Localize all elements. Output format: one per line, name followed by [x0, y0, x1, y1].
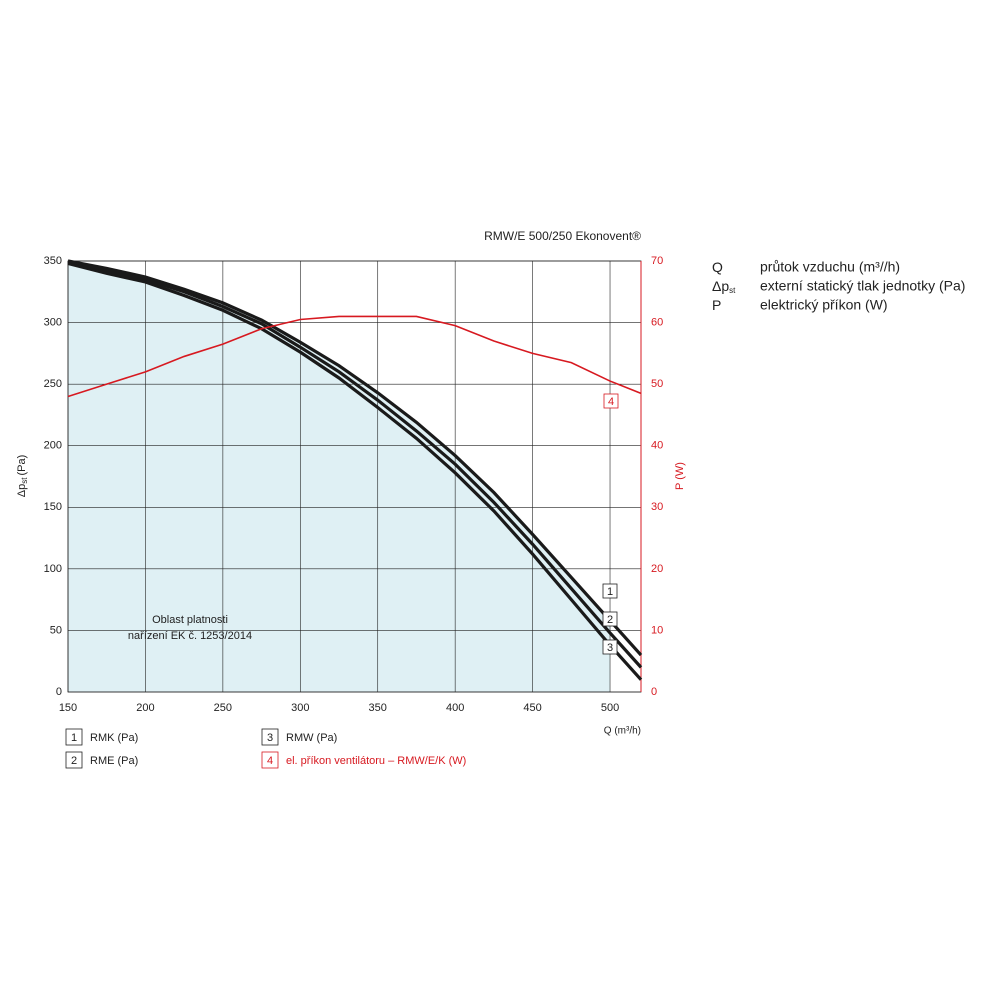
curve-label: 1 — [607, 586, 613, 598]
definition-text: průtok vzduchu (m³//h) — [760, 259, 900, 275]
curve-label-box — [602, 611, 618, 627]
y2-tick-label: 70 — [651, 255, 663, 267]
legend-box — [261, 728, 279, 746]
x-tick-label: 150 — [59, 702, 77, 714]
legend-number: 2 — [71, 755, 77, 767]
legend-number: 1 — [71, 732, 77, 744]
x-tick-label: 400 — [446, 702, 464, 714]
x-tick-label: 250 — [214, 702, 232, 714]
series-line — [67, 315, 642, 398]
legend-label: RMW (Pa) — [286, 732, 337, 744]
x-tick-label: 350 — [369, 702, 387, 714]
legend-box — [65, 728, 83, 746]
definition-symbol-main: P — [712, 297, 721, 313]
definition-text: externí statický tlak jednotky (Pa) — [760, 278, 965, 294]
legend-number: 3 — [267, 732, 273, 744]
curve-label: 4 — [608, 396, 614, 408]
definition-symbol-sub: st — [729, 286, 736, 295]
definition-symbol: P — [712, 297, 721, 313]
definition-symbol-main: Δp — [712, 278, 729, 294]
definition-symbol-main: Q — [712, 259, 723, 275]
legend-label: RMK (Pa) — [90, 732, 138, 744]
y-tick-label: 250 — [44, 378, 62, 390]
legend-number: 4 — [267, 755, 273, 767]
series-line — [67, 261, 643, 681]
y2-axis-label: P (W) — [674, 462, 686, 490]
y-label-unit: (Pa) — [16, 455, 28, 476]
y2-tick-label: 20 — [651, 563, 663, 575]
region-label: Oblast platnosti — [152, 614, 228, 626]
y2-tick-label: 50 — [651, 378, 663, 390]
series-line — [67, 260, 643, 669]
x-tick-label: 300 — [291, 702, 309, 714]
y2-tick-label: 30 — [651, 501, 663, 513]
y-label-sub: st — [20, 477, 29, 484]
y-tick-label: 0 — [56, 686, 62, 698]
chart-title: RMW/E 500/250 Ekonovent® — [484, 229, 641, 243]
y2-tick-label: 40 — [651, 440, 663, 452]
y-tick-label: 50 — [50, 624, 62, 636]
validity-area — [68, 261, 611, 692]
y2-tick-label: 60 — [651, 316, 663, 328]
definition-text: elektrický příkon (W) — [760, 297, 888, 313]
x-tick-label: 450 — [523, 702, 541, 714]
curve-label-box — [602, 639, 618, 655]
legend-label: el. příkon ventilátoru – RMW/E/K (W) — [286, 755, 466, 767]
y-tick-label: 150 — [44, 501, 62, 513]
legend-label: RME (Pa) — [90, 755, 138, 767]
y-tick-label: 200 — [44, 440, 62, 452]
definition-symbol: Q — [712, 259, 723, 275]
y-tick-label: 300 — [44, 316, 62, 328]
definition-symbol: Δpst — [712, 278, 736, 295]
curve-label: 2 — [607, 614, 613, 626]
legend-box — [65, 751, 83, 769]
curve-label-box — [602, 583, 618, 599]
curve-label-box — [603, 393, 619, 409]
y-tick-label: 100 — [44, 563, 62, 575]
x-tick-label: 200 — [136, 702, 154, 714]
y-label-symbol: Δp — [16, 484, 28, 497]
curve-label: 3 — [607, 642, 613, 654]
y-tick-label: 350 — [44, 255, 62, 267]
y-axis-label: Δpst(Pa) — [16, 455, 29, 497]
series-line — [67, 259, 643, 657]
y2-tick-label: 10 — [651, 624, 663, 636]
x-tick-label: 500 — [601, 702, 619, 714]
legend-box — [261, 751, 279, 769]
region-label: nařízení EK č. 1253/2014 — [128, 630, 252, 642]
y2-tick-label: 0 — [651, 686, 657, 698]
x-axis-label: Q (m³/h) — [604, 726, 641, 737]
